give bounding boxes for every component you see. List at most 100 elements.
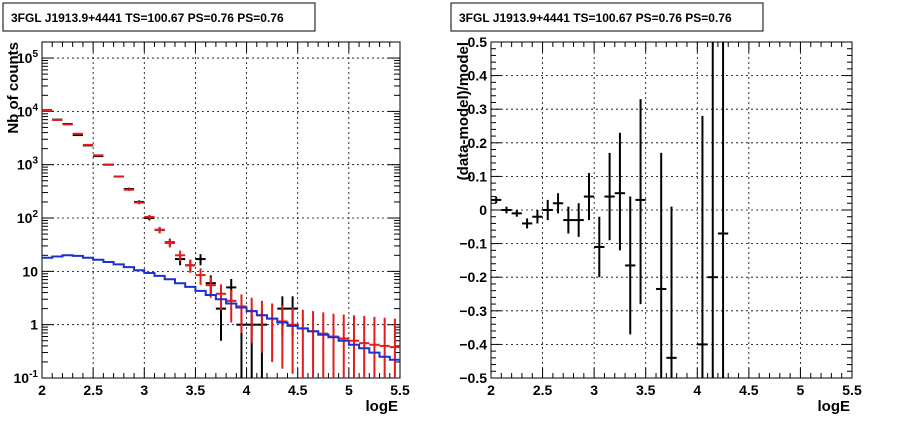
data-point [195, 268, 206, 285]
y-tick-label: 0 [479, 202, 487, 218]
data-point [604, 152, 615, 241]
data-point [185, 259, 196, 273]
data-point [154, 226, 165, 234]
x-axis-label: logE [366, 398, 399, 415]
y-tick-label: −0.5 [459, 370, 487, 386]
y-tick-label: 1 [30, 317, 38, 333]
data-point [717, 42, 729, 378]
y-tick-label: −0.1 [459, 236, 487, 252]
y-tick-label: −0.2 [459, 269, 487, 285]
data-point [359, 316, 370, 378]
data-point [287, 307, 298, 374]
data-point [614, 132, 626, 251]
axis-ticks [41, 41, 401, 379]
chart-title: 3FGL J1913.9+4441 TS=100.67 PS=0.76 PS=0… [11, 11, 284, 25]
x-tick-label: 5.5 [390, 382, 410, 398]
y-tick-label: 0.1 [468, 168, 488, 184]
data-point [707, 42, 718, 378]
data-point [103, 163, 114, 166]
series-2 [42, 254, 400, 361]
data-point [348, 315, 360, 378]
data-point [134, 200, 145, 205]
chart-title: 3FGL J1913.9+4441 TS=100.67 PS=0.76 PS=0… [459, 11, 732, 25]
x-tick-label: 5 [345, 382, 353, 398]
y-axis-label: (data-model)/model [455, 42, 472, 180]
x-tick-label: 4.5 [288, 382, 308, 398]
y-tick-label: 102 [17, 209, 39, 226]
y-tick-label: 10-1 [14, 369, 39, 386]
data-point [491, 196, 502, 204]
data-point [501, 206, 512, 214]
data-point [338, 314, 349, 378]
x-tick-label: 3 [140, 382, 148, 398]
x-tick-label: 5 [797, 382, 805, 398]
x-tick-label: 3.5 [636, 382, 656, 398]
grid [42, 42, 400, 378]
x-tick-label: 3 [590, 382, 598, 398]
data-point [215, 284, 227, 310]
x-tick-label: 2 [38, 382, 46, 398]
data-point [521, 218, 533, 229]
x-tick-label: 4 [243, 382, 251, 398]
series-0 [491, 42, 729, 378]
data-point [389, 318, 400, 378]
data-point [573, 203, 584, 237]
data-layer [491, 42, 729, 378]
residuals-panel: 2 2.5 3 3.5 4 4.5 5 5.5 −0.5 −0.4 −0.3 −0.2 −0.1 0 0.1… [450, 2, 862, 415]
data-point [72, 132, 83, 135]
data-point [532, 210, 543, 224]
y-tick-label: 0.4 [468, 68, 488, 84]
data-point [93, 154, 104, 157]
data-point [52, 118, 63, 121]
y-tick-label: −0.3 [459, 303, 487, 319]
data-point [511, 210, 522, 217]
x-tick-label: 4 [693, 382, 701, 398]
data-point [164, 239, 175, 248]
data-point [379, 317, 390, 378]
x-axis-label: logE [818, 398, 851, 415]
data-layer [42, 109, 400, 378]
data-point [195, 254, 206, 266]
data-point [542, 199, 553, 221]
data-point [226, 289, 237, 323]
data-point [369, 316, 380, 378]
data-point [697, 115, 708, 378]
y-tick-label: 0.5 [468, 34, 488, 50]
y-axis-label: Nb of counts [5, 42, 22, 134]
data-point [277, 305, 288, 369]
data-point [82, 143, 94, 146]
y-tick-label: −0.4 [459, 336, 487, 352]
y-tick-label: 0.3 [468, 101, 488, 117]
data-point [123, 188, 135, 191]
data-point [594, 216, 605, 278]
data-point [656, 152, 667, 378]
data-point [563, 206, 574, 234]
x-tick-label: 4.5 [739, 382, 759, 398]
y-tick-label: 103 [17, 156, 39, 173]
data-point [583, 173, 595, 221]
x-tick-label: 2.5 [533, 382, 553, 398]
title-box [450, 2, 764, 32]
model-step-line [42, 254, 400, 361]
data-point [62, 123, 73, 126]
x-tick-label: 2.5 [83, 382, 103, 398]
data-point [625, 196, 636, 335]
counts-panel: 2 2.5 3 3.5 4 4.5 5 5.5 10-1 1 10 102 103 104 105 3FGL … [2, 2, 410, 415]
y-tick-label: 104 [17, 102, 39, 119]
x-tick-label: 2 [487, 382, 495, 398]
title-box [2, 2, 316, 32]
data-point [552, 193, 564, 214]
y-tick-label: 0.2 [468, 135, 488, 151]
plot-frame [41, 41, 401, 379]
x-tick-label: 5.5 [842, 382, 862, 398]
series-1 [42, 109, 400, 378]
data-point [666, 206, 677, 378]
data-point [318, 312, 329, 378]
y-tick-label: 105 [17, 49, 39, 66]
x-tick-label: 3.5 [186, 382, 206, 398]
data-point [635, 99, 646, 305]
data-point [144, 214, 155, 220]
y-tick-label: 10 [22, 263, 38, 279]
data-point [113, 175, 124, 178]
